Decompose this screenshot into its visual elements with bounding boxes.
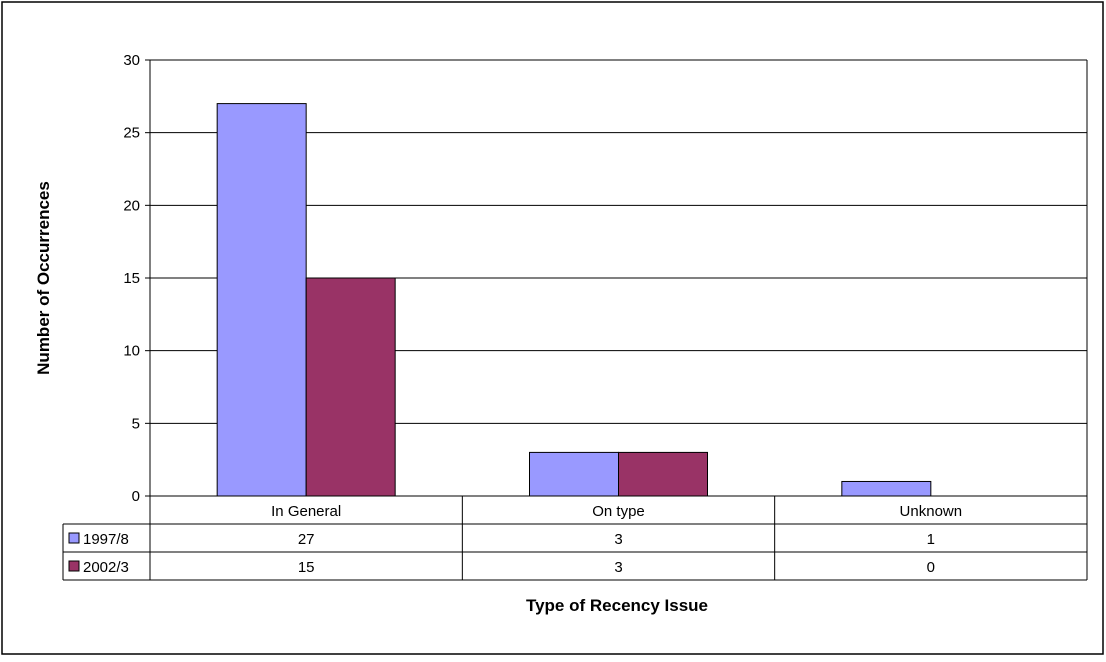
legend-swatch — [68, 532, 80, 544]
x-tick-label: On type — [592, 503, 645, 520]
legend-swatch — [68, 560, 80, 572]
legend-label: 1997/8 — [83, 531, 129, 548]
bar-1997-8-unknown — [841, 480, 932, 497]
table-value: 27 — [298, 531, 315, 548]
y-tick-label: 15 — [123, 270, 140, 287]
table-value: 15 — [298, 559, 315, 576]
bar-1997-8-on-type — [529, 451, 619, 497]
y-tick-label: 25 — [123, 125, 140, 142]
table-value: 3 — [614, 531, 622, 548]
bar-2002-3-on-type — [618, 451, 708, 497]
y-tick-label: 5 — [132, 415, 140, 432]
y-tick-label: 0 — [132, 488, 140, 505]
x-tick-label: In General — [271, 503, 341, 520]
x-tick-label: Unknown — [900, 503, 963, 520]
bars — [216, 103, 932, 497]
y-axis-label: Number of Occurrences — [34, 181, 53, 375]
bar-2002-3-in-general — [305, 277, 396, 497]
y-tick-label: 30 — [123, 52, 140, 69]
legend-label: 2002/3 — [83, 559, 129, 576]
table-value: 0 — [927, 559, 935, 576]
y-tick-label: 10 — [123, 343, 140, 360]
x-axis-label: Type of Recency Issue — [526, 596, 708, 615]
axes: 0 5 10 15 20 25 30 — [123, 52, 1088, 505]
table-value: 1 — [927, 531, 935, 548]
data-table: In General On type Unknown 1997/8 27 3 1 2002/3… — [62, 496, 1088, 581]
y-tick-label: 20 — [123, 197, 140, 214]
table-value: 3 — [614, 559, 622, 576]
bar-1997-8-in-general — [216, 103, 307, 497]
